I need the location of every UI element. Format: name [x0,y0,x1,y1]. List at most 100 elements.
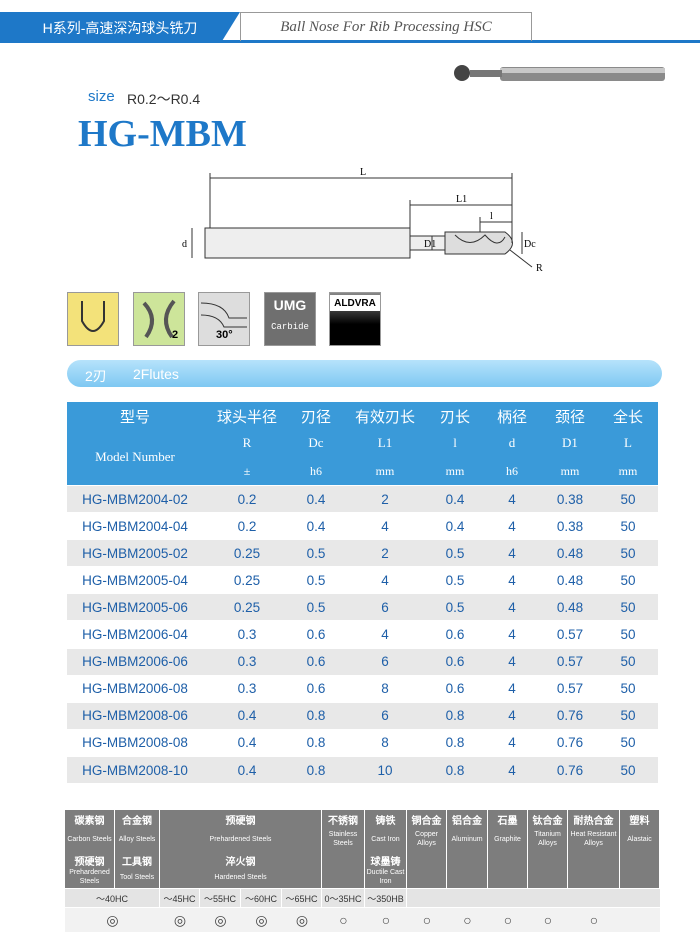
col-divider [619,810,620,932]
cell-value: 4 [508,599,516,615]
cell-value: 50 [620,572,636,588]
dim-L1: L1 [456,194,467,205]
cell-value: 4 [508,735,516,751]
cell-value: 0.4 [306,491,326,507]
table-row [67,513,658,540]
cell-value: 50 [620,708,636,724]
cell-value: 50 [620,735,636,751]
cell-model: HG-MBM2008-10 [82,762,188,778]
cell-value: 4 [508,491,516,507]
cell-value: 0.2 [237,518,257,534]
symbol: ○ [339,912,348,928]
material-cn: 铸铁 [375,815,396,827]
cell-value: 50 [620,599,636,615]
cell-value: 0.25 [233,599,261,615]
material-name: Carbide [271,322,309,332]
col-divider [487,810,488,932]
dim-l: l [490,211,493,222]
cell-value: 2 [381,545,389,561]
hardness: ～55HC [200,889,241,907]
cell-model: HG-MBM2005-04 [82,572,188,588]
icon-flutes: 2 [133,292,185,346]
cell-value: 0.76 [556,708,584,724]
cell-value: 0.5 [445,572,465,588]
symbol: ○ [589,912,599,928]
col-divider [567,810,568,932]
cell-model: HG-MBM2008-08 [82,735,188,751]
cell-value: 0.6 [306,627,326,642]
cell-value: 0.5 [306,599,326,615]
cell-value: 50 [620,654,636,670]
cell-value: 0.4 [445,491,465,507]
header-cn: 型号 [119,409,150,426]
cell-value: 0.5 [306,545,326,561]
icon-helix: 30° [198,292,250,346]
material-cn: 预硬钢 [74,856,105,868]
header-cn: 全长 [612,409,643,426]
cell-value: 0.6 [445,654,465,670]
symbol: ◎ [106,911,119,928]
header-unit: mm [618,463,638,478]
symbol: ○ [503,912,513,928]
material-cn: 钛合金 [532,815,563,827]
material-cn: 球墨铸 [370,856,401,868]
table-row [67,594,658,621]
header-cn: 球头半径 [216,409,277,426]
cell-value: 50 [620,491,636,507]
header-cn: 柄径 [496,409,527,426]
dim-Dc: Dc [524,239,536,250]
table-row [67,702,658,729]
col-divider [321,810,322,932]
hardness-bg [65,889,660,907]
cell-value: 4 [508,762,516,778]
header-unit: h6 [310,463,322,478]
cell-value: 8 [381,735,389,751]
material-en: Heat Resistant Alloys [570,831,617,847]
material-cn: 预硬钢 [225,815,256,827]
cell-value: 0.76 [556,735,584,751]
cell-value: 0.57 [556,681,584,697]
cell-value: 4 [381,518,389,534]
cell-value: 0.3 [237,654,257,670]
header-unit: h6 [506,463,518,478]
cell-value: 0.48 [556,599,584,615]
cell-value: 0.6 [306,681,326,697]
cell-value: 50 [620,681,636,697]
col-divider [159,810,160,932]
symbol: ◎ [214,911,227,928]
dim-D1: D1 [424,239,436,250]
header-en: Dc [308,435,324,450]
header-cn: 刃长 [439,409,470,426]
material-en: Prehardened Steels [69,869,110,885]
symbol: ○ [381,912,391,928]
cell-value: 4 [508,681,516,697]
table-row [67,675,658,702]
header-en: L [624,435,632,450]
header-cn: 刃径 [300,409,331,426]
hardness: 0～35HC [322,889,365,907]
helix-angle: 30° [216,329,233,341]
cell-value: 0.48 [556,572,584,588]
col-divider [406,810,407,932]
symbol: ○ [463,912,472,928]
hardness: ～40HC [65,889,160,907]
cell-value: 0.48 [556,545,584,561]
cell-value: 0.4 [237,762,257,778]
cell-model: HG-MBM2004-02 [82,491,188,507]
material-cn: 不锈钢 [328,815,358,827]
col-divider [446,810,447,932]
material-en: Hardened Steels [214,873,267,881]
cell-value: 0.4 [306,518,326,534]
symbol: ◎ [255,911,268,928]
cell-value: 0.3 [237,627,257,642]
cell-value: 4 [508,627,516,642]
spec-table: 型号 球头半径 刃径 有效刃长 刃长 柄径 颈径 全长 Model Number R Dc L1 l d D… [67,402,658,784]
series-name: ALDVRA [330,295,380,311]
size-label: size [88,88,115,105]
material-cn: 碳素钢 [74,815,105,827]
cell-value: 4 [508,654,516,670]
symbol: ○ [543,912,553,928]
icon-ballnose [67,292,119,346]
symbol: ○ [422,912,432,928]
